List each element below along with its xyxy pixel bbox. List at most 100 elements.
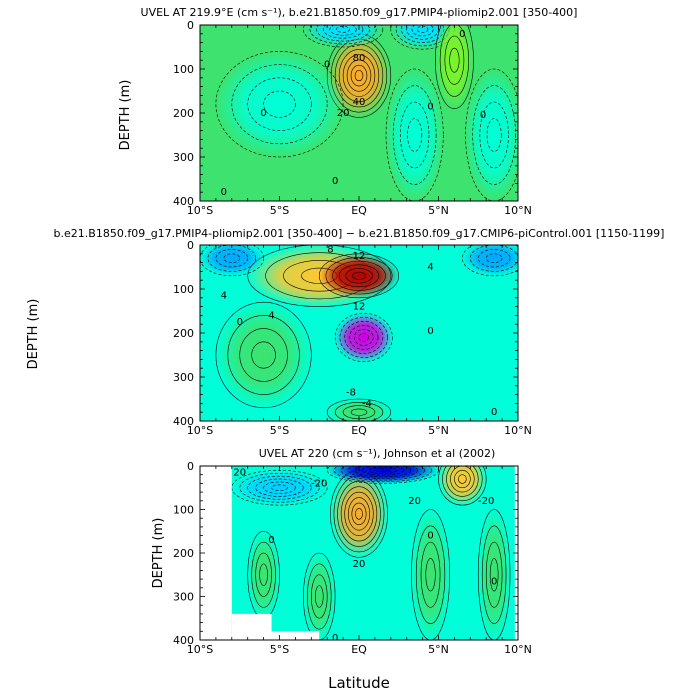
- field-feature: [231, 470, 328, 506]
- contour-line: [263, 481, 296, 494]
- field-feature: [335, 313, 393, 362]
- contour-line: [355, 508, 363, 520]
- contour-line: [200, 245, 264, 277]
- x-tick-label: 5°N: [428, 204, 449, 217]
- contour-line: [353, 329, 374, 346]
- contour-line: [352, 271, 366, 280]
- contour-line: [411, 25, 434, 37]
- contour-line: [354, 466, 411, 478]
- x-tick-label: EQ: [351, 204, 367, 217]
- panel-2-title: b.e21.B1850.f09_g17.PMIP4-pliomip2.001 […: [54, 227, 665, 240]
- y-tick-label: 0: [187, 19, 194, 32]
- contour-line: [485, 253, 503, 263]
- field-feature: [327, 33, 391, 118]
- contour-label: 0: [427, 531, 433, 542]
- contour-line: [435, 25, 474, 109]
- x-tick-label: 5°S: [270, 424, 289, 437]
- y-tick-label: 0: [187, 460, 194, 473]
- contour-line: [227, 315, 300, 395]
- y-tick-label: 200: [173, 547, 194, 560]
- contour-label: 0: [480, 110, 486, 121]
- contour-line: [425, 558, 436, 592]
- contour-line: [392, 85, 437, 185]
- contour-line: [207, 245, 256, 272]
- y-tick-label: 300: [173, 151, 194, 164]
- contour-line: [347, 466, 418, 479]
- contour-line: [439, 25, 470, 97]
- y-tick-label: 100: [173, 63, 194, 76]
- x-tick-label: 5°S: [270, 204, 289, 217]
- y-tick-label: 200: [173, 107, 194, 120]
- contour-line: [385, 68, 444, 201]
- contour-line: [361, 466, 405, 476]
- contour-line: [344, 320, 384, 354]
- contour-label: 0: [221, 187, 227, 198]
- y-tick-label: 400: [173, 195, 194, 208]
- contour-line: [247, 475, 312, 500]
- contour-line: [465, 68, 518, 201]
- y-tick-label: 400: [173, 415, 194, 428]
- contour-line: [444, 35, 465, 85]
- panel-3-title: UVEL AT 220 (cm s⁻¹), Johnson et al (200…: [259, 447, 496, 460]
- x-tick-label: EQ: [351, 643, 367, 656]
- contour-line: [449, 47, 460, 73]
- contour-line: [351, 502, 367, 526]
- contour-line: [338, 264, 380, 288]
- contour-line: [215, 301, 312, 409]
- contour-line: [340, 486, 378, 542]
- panel-3: UVEL AT 220 (cm s⁻¹), Johnson et al (200…: [151, 447, 532, 692]
- y-tick-label: 200: [173, 327, 194, 340]
- field-feature: [327, 466, 439, 484]
- x-tick-label: 10°S: [187, 424, 213, 437]
- contour-label: 4: [221, 291, 227, 302]
- field-feature: [478, 509, 511, 640]
- panel-2-ylabel: DEPTH (m): [26, 299, 41, 370]
- contour-line: [350, 408, 368, 416]
- field-feature: [303, 553, 336, 640]
- x-tick-label: 5°S: [270, 643, 289, 656]
- contour-line: [334, 402, 384, 421]
- contour-line: [407, 118, 423, 152]
- contour-line: [339, 316, 388, 358]
- contour-label: 0: [427, 101, 433, 112]
- contour-line: [314, 585, 324, 608]
- contour-line: [303, 552, 336, 640]
- contour-line: [259, 563, 268, 586]
- panel-2-field: 8 12 4 4 4 12 -8 -4 0 0 0: [200, 245, 518, 421]
- contour-line: [309, 25, 377, 45]
- panel-3-xlabel: Latitude: [328, 674, 390, 692]
- y-tick-label: 100: [173, 504, 194, 517]
- field-feature: [462, 245, 518, 276]
- contour-label: 0: [491, 576, 497, 587]
- contour-line: [375, 468, 391, 473]
- field-feature: [215, 302, 312, 408]
- contour-line: [489, 558, 499, 592]
- contour-line: [458, 474, 467, 484]
- contour-label: 4: [427, 262, 433, 273]
- contour-line: [255, 478, 304, 497]
- contour-label: 20: [337, 108, 350, 119]
- field-feature: [215, 51, 344, 158]
- contour-label: 20: [408, 496, 421, 507]
- panel-1-ylabel: DEPTH (m): [118, 80, 133, 151]
- contour-label: -20: [311, 478, 327, 489]
- contour-line: [338, 49, 380, 103]
- contour-line: [342, 54, 376, 97]
- panel-3-ylabel: DEPTH (m): [151, 518, 166, 589]
- contour-line: [231, 64, 328, 145]
- panel-2-plot: 8 12 4 4 4 12 -8 -4 0 0 0 10°S 5°S EQ 5°N 10°N 0 100 200 30…: [173, 239, 532, 437]
- contour-line: [333, 466, 432, 483]
- x-tick-label: EQ: [351, 424, 367, 437]
- contour-label: 0: [324, 60, 330, 71]
- contour-line: [346, 59, 372, 92]
- contour-line: [255, 552, 272, 597]
- contour-line: [358, 333, 369, 342]
- contour-line: [316, 25, 370, 42]
- x-tick-label: 5°N: [428, 643, 449, 656]
- panel-2: b.e21.B1850.f09_g17.PMIP4-pliomip2.001 […: [26, 227, 664, 437]
- y-tick-label: 400: [173, 634, 194, 647]
- contour-line: [450, 466, 475, 493]
- x-tick-label: 10°S: [187, 643, 213, 656]
